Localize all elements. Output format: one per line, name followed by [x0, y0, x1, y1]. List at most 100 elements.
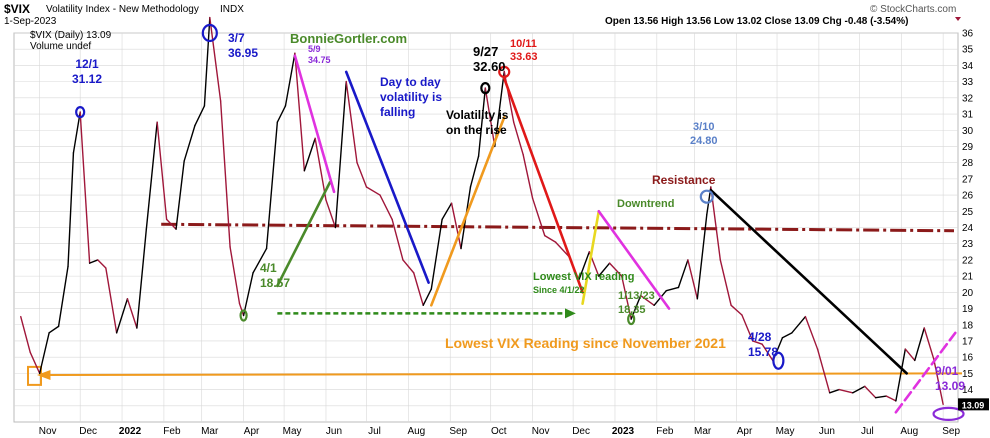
annotation-0901: 9/01 13.09 [935, 364, 966, 393]
y-tick-label: 24 [962, 223, 974, 234]
price-segment [20, 315, 31, 354]
last-value-label: 13.09 [962, 400, 985, 410]
trend-blue-falling [344, 70, 430, 284]
price-segment [804, 315, 819, 350]
y-tick-label: 31 [962, 110, 974, 121]
price-segment [79, 111, 91, 264]
x-tick-label: Jul [861, 426, 874, 437]
brand-watermark: BonnieGortler.com [290, 31, 408, 46]
x-tick-label: Feb [163, 426, 181, 437]
price-segment [67, 152, 75, 268]
downtrend-label: Downtrend [617, 198, 675, 210]
annotation-0310: 3/10 24.80 [690, 121, 718, 147]
annotation-lowest-since: Lowest VIX reading Since 4/1/22 [533, 271, 635, 295]
price-segment [791, 315, 807, 334]
price-segment [477, 87, 487, 157]
price-segment [441, 202, 453, 221]
x-tick-label: Oct [491, 426, 507, 437]
price-segment [450, 202, 462, 250]
y-tick-label: 28 [962, 158, 974, 169]
x-tick-label: Mar [201, 426, 219, 437]
x-tick-label: May [776, 426, 795, 437]
marker-0113 [627, 312, 636, 326]
price-segment [696, 213, 708, 300]
y-tick-label: 34 [962, 61, 974, 72]
y-tick-label: 22 [962, 255, 974, 266]
chart-title: Volatility Index - New Methodology [46, 4, 199, 15]
price-segment [105, 267, 118, 334]
price-segment [183, 124, 196, 162]
price-segment [379, 194, 393, 221]
support-start-box [27, 365, 42, 386]
price-segment [895, 348, 907, 402]
price-segment [238, 302, 245, 317]
y-tick-label: 16 [962, 353, 974, 364]
price-segment [413, 272, 424, 306]
price-segment [194, 105, 206, 127]
price-segment [156, 121, 168, 221]
annotation-0428: 4/28 15.78 [748, 330, 779, 359]
x-tick-label: Jul [368, 426, 381, 437]
annotation-1201: 12/1 31.12 [72, 57, 103, 86]
x-tick-label: Dec [79, 426, 97, 437]
x-tick-label: Apr [244, 426, 260, 437]
price-segment [242, 272, 254, 317]
price-segment [165, 218, 177, 230]
resistance-label: Resistance [652, 173, 716, 187]
y-tick-label: 25 [962, 207, 974, 218]
y-tick-label: 23 [962, 239, 974, 250]
price-segment [914, 327, 925, 362]
price-segment [48, 325, 60, 334]
price-segment [851, 385, 866, 394]
marker-0310 [699, 189, 714, 204]
price-segment [334, 80, 347, 229]
price-segment [838, 388, 854, 394]
price-segment [430, 218, 443, 290]
x-tick-label: Aug [900, 426, 918, 437]
price-segment [252, 247, 268, 274]
price-segment [781, 332, 793, 339]
chart-symbol: $VIX [4, 2, 31, 16]
price-segment [577, 251, 591, 282]
y-tick-label: 29 [962, 142, 974, 153]
price-segment [97, 259, 107, 269]
marker-0927 [480, 82, 491, 95]
price-segment [38, 332, 50, 375]
x-tick-label: 2023 [612, 426, 635, 437]
price-segment [885, 395, 897, 402]
price-segment [719, 259, 732, 306]
resistance-line [161, 222, 955, 233]
price-segment [175, 160, 185, 230]
price-segment [531, 197, 546, 237]
x-tick-label: Mar [694, 426, 712, 437]
x-tick-label: Apr [737, 426, 753, 437]
y-tick-label: 33 [962, 77, 974, 88]
price-segment [57, 265, 69, 328]
price-segment [303, 137, 316, 172]
x-tick-label: Dec [572, 426, 590, 437]
price-segment [276, 105, 287, 123]
price-segment [932, 358, 944, 406]
price-segment [730, 304, 743, 316]
trend-red-fall [502, 77, 584, 294]
x-tick-label: May [283, 426, 302, 437]
price-segment [29, 351, 41, 375]
price-segment [554, 241, 570, 258]
price-segment [677, 259, 689, 289]
price-segment [598, 262, 611, 277]
y-tick-label: 18 [962, 320, 974, 331]
legend-volume: Volume undef [30, 41, 92, 52]
y-tick-label: 32 [962, 93, 974, 104]
price-segment [88, 259, 99, 264]
y-tick-label: 26 [962, 191, 974, 202]
y-tick-label: 21 [962, 272, 974, 283]
price-segment [829, 388, 840, 394]
price-segment [356, 161, 368, 188]
price-segment [816, 348, 831, 394]
price-segment [741, 314, 754, 342]
marker-0428 [772, 351, 785, 370]
support-line [45, 372, 963, 376]
price-segment [752, 340, 763, 345]
x-tick-label: Sep [942, 426, 960, 437]
